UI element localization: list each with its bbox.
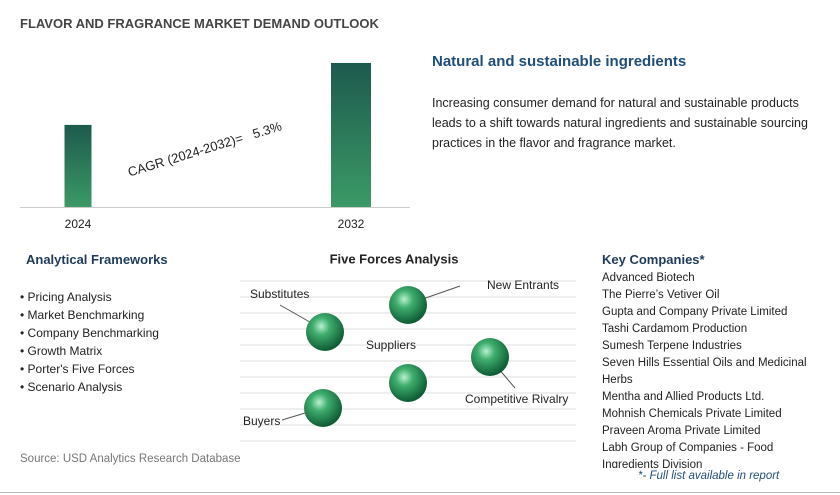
- list-item: Seven Hills Essential Oils and Medicinal…: [602, 355, 830, 389]
- sphere: [389, 364, 427, 402]
- item-text: Growth Matrix: [27, 344, 103, 358]
- source: Source: USD Analytics Research Database: [20, 453, 241, 465]
- list-item: • Market Benchmarking: [20, 306, 159, 324]
- item-text: Praveen Aroma Private Limited: [602, 425, 761, 437]
- list-item: • Growth Matrix: [20, 342, 159, 360]
- section-title: Analytical Frameworks: [26, 252, 168, 267]
- section-title: Key Companies*: [602, 252, 705, 267]
- bar: [331, 63, 371, 207]
- sphere: [471, 338, 509, 376]
- item-text: Advanced Biotech: [602, 272, 695, 284]
- list-item: Mentha and Allied Products Ltd.: [602, 389, 830, 406]
- list-item: Gupta and Company Private Limited: [602, 304, 830, 321]
- item-text: Market Benchmarking: [27, 308, 145, 322]
- force-label: Suppliers: [366, 338, 416, 352]
- item-text: Company Benchmarking: [27, 326, 159, 340]
- list-item: • Scenario Analysis: [20, 378, 159, 396]
- highlight-title: Natural and sustainable ingredients: [432, 53, 687, 70]
- footnote: *- Full list available in report: [638, 470, 780, 482]
- force-label: New Entrants: [487, 278, 559, 292]
- frameworks-list: • Pricing Analysis • Market Benchmarking •…: [20, 288, 159, 396]
- list-item: Labh Group of Companies - Food Ingredien…: [602, 440, 830, 468]
- page-title: FLAVOR AND FRAGRANCE MARKET DEMAND OUTLO…: [20, 16, 379, 31]
- item-text: Mohnish Chemicals Private Limited: [602, 408, 782, 420]
- x-tick-label: 2032: [338, 217, 365, 231]
- list-item: • Company Benchmarking: [20, 324, 159, 342]
- bullet: •: [20, 362, 28, 376]
- highlight-text: Increasing consumer demand for natural a…: [432, 96, 808, 150]
- item-text: Sumesh Terpene Industries: [602, 340, 742, 352]
- bullet: •: [20, 380, 28, 394]
- list-item: Praveen Aroma Private Limited: [602, 423, 830, 440]
- list-item: Mohnish Chemicals Private Limited: [602, 406, 830, 423]
- list-item: The Pierre’s Vetiver Oil: [602, 287, 830, 304]
- sphere: [304, 389, 342, 427]
- section-title: Five Forces Analysis: [330, 251, 459, 266]
- item-text: Pricing Analysis: [27, 290, 112, 304]
- list-item: • Pricing Analysis: [20, 288, 159, 306]
- list-item: • Porter's Five Forces: [20, 360, 159, 378]
- item-text: Scenario Analysis: [27, 380, 123, 394]
- item-text: Mentha and Allied Products Ltd.: [602, 391, 765, 403]
- item-text: Labh Group of Companies - Food Ingredien…: [602, 442, 774, 468]
- item-text: The Pierre’s Vetiver Oil: [602, 289, 720, 301]
- x-tick-label: 2024: [65, 217, 92, 231]
- force-label: Substitutes: [250, 287, 309, 301]
- list-item: Advanced Biotech: [602, 270, 830, 287]
- bullet: •: [20, 326, 28, 340]
- annotation: CAGR (2024-2032)= 5.3%: [126, 118, 284, 179]
- list-item: Tashi Cardamom Production: [602, 321, 830, 338]
- connector: [419, 285, 461, 301]
- five-forces-graphic: Substitutes New Entrants Suppliers Compe…: [240, 278, 576, 442]
- sphere: [389, 286, 427, 324]
- item-text: Gupta and Company Private Limited: [602, 306, 788, 318]
- bullet: •: [20, 344, 28, 358]
- companies-list: Advanced Biotech The Pierre’s Vetiver Oil…: [602, 270, 830, 468]
- item-text: Seven Hills Essential Oils and Medicinal…: [602, 357, 807, 386]
- item-text: Porter's Five Forces: [27, 362, 135, 376]
- sphere: [306, 313, 344, 351]
- bar: [64, 124, 92, 207]
- list-item: Sumesh Terpene Industries: [602, 338, 830, 355]
- force-label: Competitive Rivalry: [465, 392, 568, 406]
- bullet: •: [20, 290, 28, 304]
- item-text: Tashi Cardamom Production: [602, 323, 748, 335]
- force-label: Buyers: [243, 414, 280, 428]
- bullet: •: [20, 308, 28, 322]
